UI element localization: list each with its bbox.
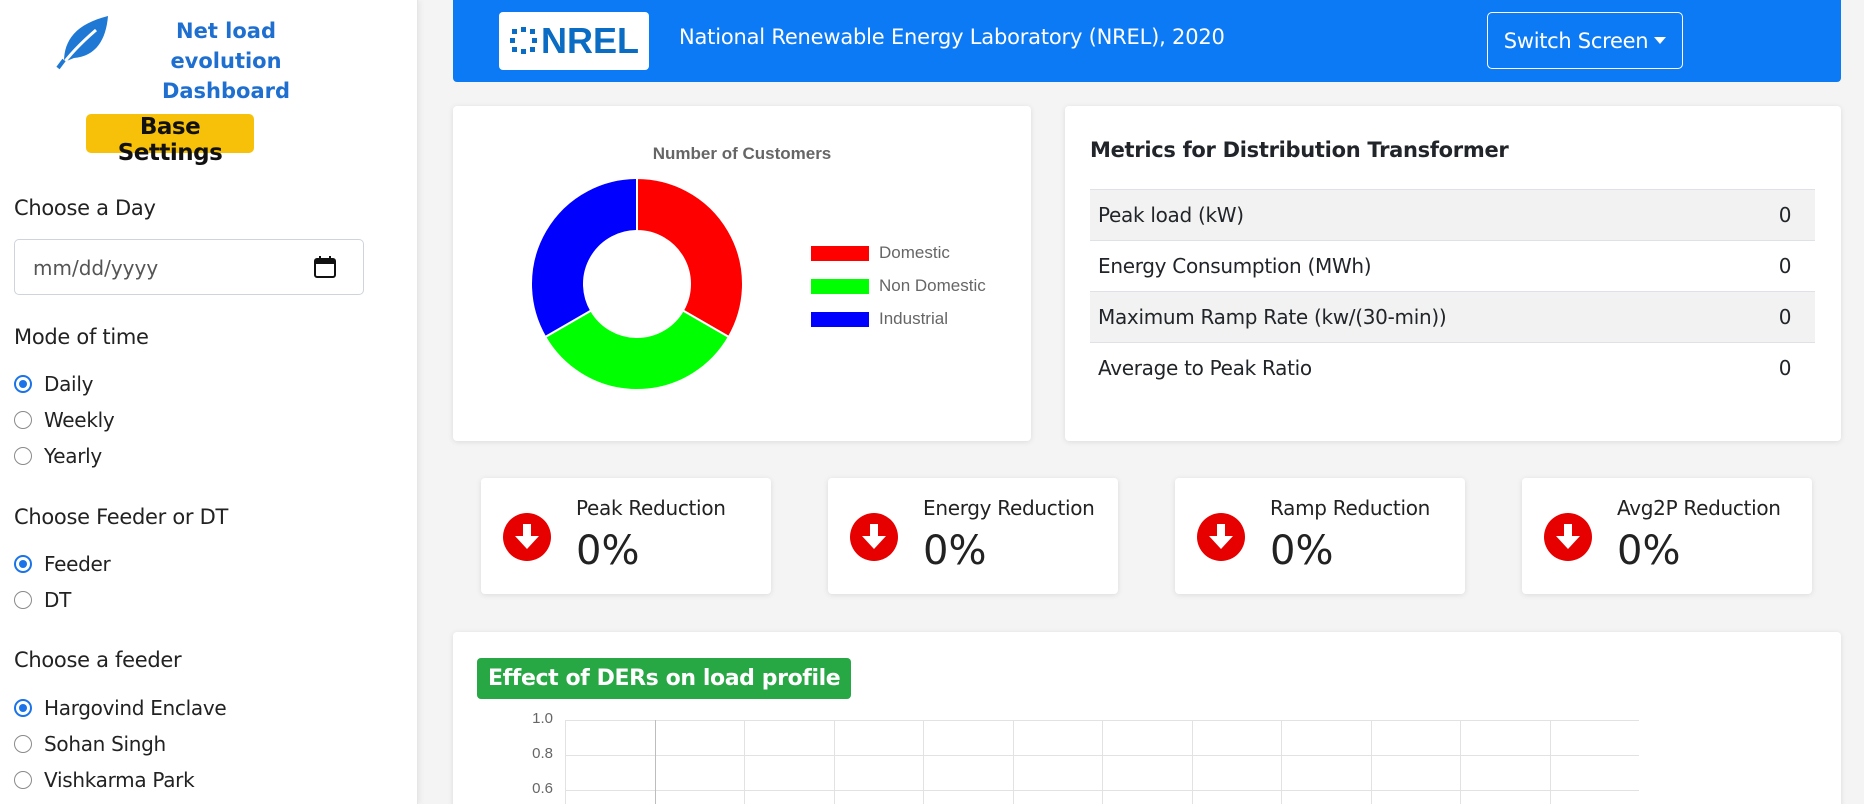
donut-slice-domestic[interactable] [636, 178, 743, 339]
legend-label: Industrial [879, 309, 948, 328]
sidebar: Net load evolution Dashboard Base Settin… [0, 0, 418, 804]
dt-radio[interactable] [14, 591, 32, 609]
switch-screen-button[interactable]: Switch Screen [1487, 12, 1683, 69]
der-effect-card: Effect of DERs on load profile 1.0 0.8 0… [453, 632, 1841, 804]
nrel-mark-icon [510, 27, 537, 54]
mode-of-time-label: Mode of time [14, 325, 149, 349]
mode-weekly-option[interactable]: Weekly [14, 405, 115, 435]
reduction-label: Avg2P Reduction [1617, 496, 1781, 520]
donut-slice-industrial[interactable] [531, 178, 638, 339]
table-row: Maximum Ramp Rate (kw/(30-min)) 0 [1090, 291, 1815, 343]
metric-value: 0 [1755, 291, 1815, 343]
metric-label: Average to Peak Ratio [1090, 342, 1755, 394]
peak-reduction-card: Peak Reduction 0% [481, 478, 771, 594]
feeder-vishkarma-option[interactable]: Vishkarma Park [14, 765, 195, 795]
metrics-title: Metrics for Distribution Transformer [1090, 138, 1509, 162]
metric-label: Energy Consumption (MWh) [1090, 240, 1755, 292]
feeder-sohan-label[interactable]: Sohan Singh [44, 732, 166, 756]
mode-weekly-radio[interactable] [14, 411, 32, 429]
y-tick-label: 0.6 [532, 780, 553, 797]
caret-down-icon[interactable] [1654, 36, 1667, 44]
mode-daily-option[interactable]: Daily [14, 369, 93, 399]
feeder-option[interactable]: Feeder [14, 549, 111, 579]
metrics-card: Metrics for Distribution Transformer Pea… [1065, 106, 1841, 441]
reduction-value: 0% [1617, 528, 1681, 574]
mode-daily-label[interactable]: Daily [44, 372, 94, 396]
table-row: Peak load (kW) 0 [1090, 189, 1815, 241]
feeder-option-label[interactable]: Feeder [44, 552, 111, 576]
table-row: Average to Peak Ratio 0 [1090, 342, 1815, 394]
feeder-radio[interactable] [14, 555, 32, 573]
feeder-sohan-option[interactable]: Sohan Singh [14, 729, 166, 759]
y-tick-label: 1.0 [532, 710, 553, 727]
avg2p-reduction-card: Avg2P Reduction 0% [1522, 478, 1812, 594]
reduction-value: 0% [576, 528, 640, 574]
arrow-down-circle-icon [1544, 513, 1592, 561]
energy-reduction-card: Energy Reduction 0% [828, 478, 1118, 594]
feeder-hargovind-option[interactable]: Hargovind Enclave [14, 693, 227, 723]
ramp-reduction-card: Ramp Reduction 0% [1175, 478, 1465, 594]
mode-yearly-radio[interactable] [14, 447, 32, 465]
calendar-icon[interactable] [313, 255, 337, 279]
mode-daily-radio[interactable] [14, 375, 32, 393]
chart-title: Number of Customers [652, 144, 832, 163]
feeder-or-dt-label: Choose Feeder or DT [14, 505, 228, 529]
date-field[interactable] [14, 239, 364, 295]
reduction-value: 0% [1270, 528, 1334, 574]
reduction-value: 0% [923, 528, 987, 574]
app-title: Net load evolution Dashboard [126, 16, 326, 106]
legend-swatch [811, 312, 869, 327]
app-title-line2: Dashboard [161, 79, 291, 103]
feeder-sohan-radio[interactable] [14, 735, 32, 753]
arrow-down-circle-icon [503, 513, 551, 561]
leaf-icon [56, 16, 108, 70]
date-input[interactable] [33, 254, 293, 282]
top-header: NREL National Renewable Energy Laborator… [453, 0, 1841, 82]
arrow-down-circle-icon [1197, 513, 1245, 561]
feeder-vishkarma-radio[interactable] [14, 771, 32, 789]
mode-weekly-label[interactable]: Weekly [44, 408, 115, 432]
feeder-vishkarma-label[interactable]: Vishkarma Park [44, 768, 195, 792]
mode-yearly-label[interactable]: Yearly [44, 444, 102, 468]
legend-swatch [811, 279, 869, 294]
nrel-logo-text: NREL [541, 20, 639, 61]
metric-label: Peak load (kW) [1090, 189, 1755, 241]
feeder-hargovind-radio[interactable] [14, 699, 32, 717]
legend-swatch [811, 246, 869, 261]
metrics-table: Peak load (kW) 0 Energy Consumption (MWh… [1090, 189, 1815, 394]
load-profile-grid [565, 720, 1639, 804]
nrel-logo: NREL [499, 12, 649, 70]
reduction-label: Peak Reduction [576, 496, 726, 520]
der-effect-title: Effect of DERs on load profile [477, 658, 852, 699]
brand: Net load evolution Dashboard [56, 10, 386, 103]
metric-label: Maximum Ramp Rate (kw/(30-min)) [1090, 291, 1755, 343]
header-title: National Renewable Energy Laboratory (NR… [679, 25, 1225, 49]
reduction-label: Energy Reduction [923, 496, 1095, 520]
table-row: Energy Consumption (MWh) 0 [1090, 240, 1815, 292]
app-title-line1: Net load evolution [170, 19, 282, 73]
legend-label: Non Domestic [879, 276, 986, 295]
choose-day-label: Choose a Day [14, 196, 156, 220]
base-settings-button[interactable]: Base Settings [86, 114, 254, 166]
arrow-down-circle-icon [850, 513, 898, 561]
reduction-label: Ramp Reduction [1270, 496, 1431, 520]
switch-screen-label[interactable]: Switch Screen [1503, 28, 1649, 53]
customers-chart-card: Number of Customers Domestic Non Domestic… [453, 106, 1031, 441]
choose-feeder-label: Choose a feeder [14, 648, 182, 672]
customers-donut-chart [531, 178, 743, 390]
dt-option-label[interactable]: DT [44, 588, 72, 612]
mode-yearly-option[interactable]: Yearly [14, 441, 102, 471]
metric-value: 0 [1755, 189, 1815, 241]
donut-slice-non-domestic[interactable] [543, 309, 731, 391]
dt-option[interactable]: DT [14, 585, 71, 615]
y-tick-label: 0.8 [532, 745, 553, 762]
metric-value: 0 [1755, 240, 1815, 292]
metric-value: 0 [1755, 342, 1815, 394]
legend-label: Domestic [879, 243, 950, 262]
feeder-hargovind-label[interactable]: Hargovind Enclave [44, 696, 227, 720]
